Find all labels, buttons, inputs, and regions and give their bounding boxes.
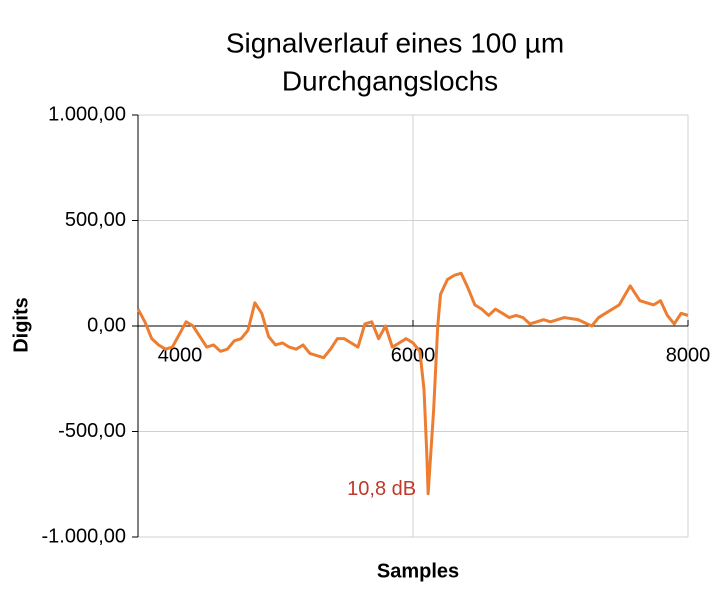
- series-line: [136, 271, 689, 496]
- y-tick-label: -1.000,00: [41, 525, 126, 547]
- y-tick-label: 500,00: [65, 209, 126, 231]
- chart-title: Durchgangslochs: [282, 65, 498, 96]
- x-tick-label: 4000: [158, 344, 203, 366]
- y-axis-label: Digits: [10, 297, 32, 353]
- x-tick-label: 8000: [666, 344, 711, 366]
- x-tick-label: 6000: [391, 344, 436, 366]
- x-axis-label: Samples: [377, 560, 459, 582]
- y-tick-label: 0,00: [87, 314, 126, 336]
- y-tick-label: -500,00: [58, 420, 126, 442]
- annotation: 10,8 dB: [347, 478, 416, 500]
- chart-title: Signalverlauf eines 100 µm: [226, 27, 564, 58]
- y-tick-label: 1.000,00: [48, 103, 126, 125]
